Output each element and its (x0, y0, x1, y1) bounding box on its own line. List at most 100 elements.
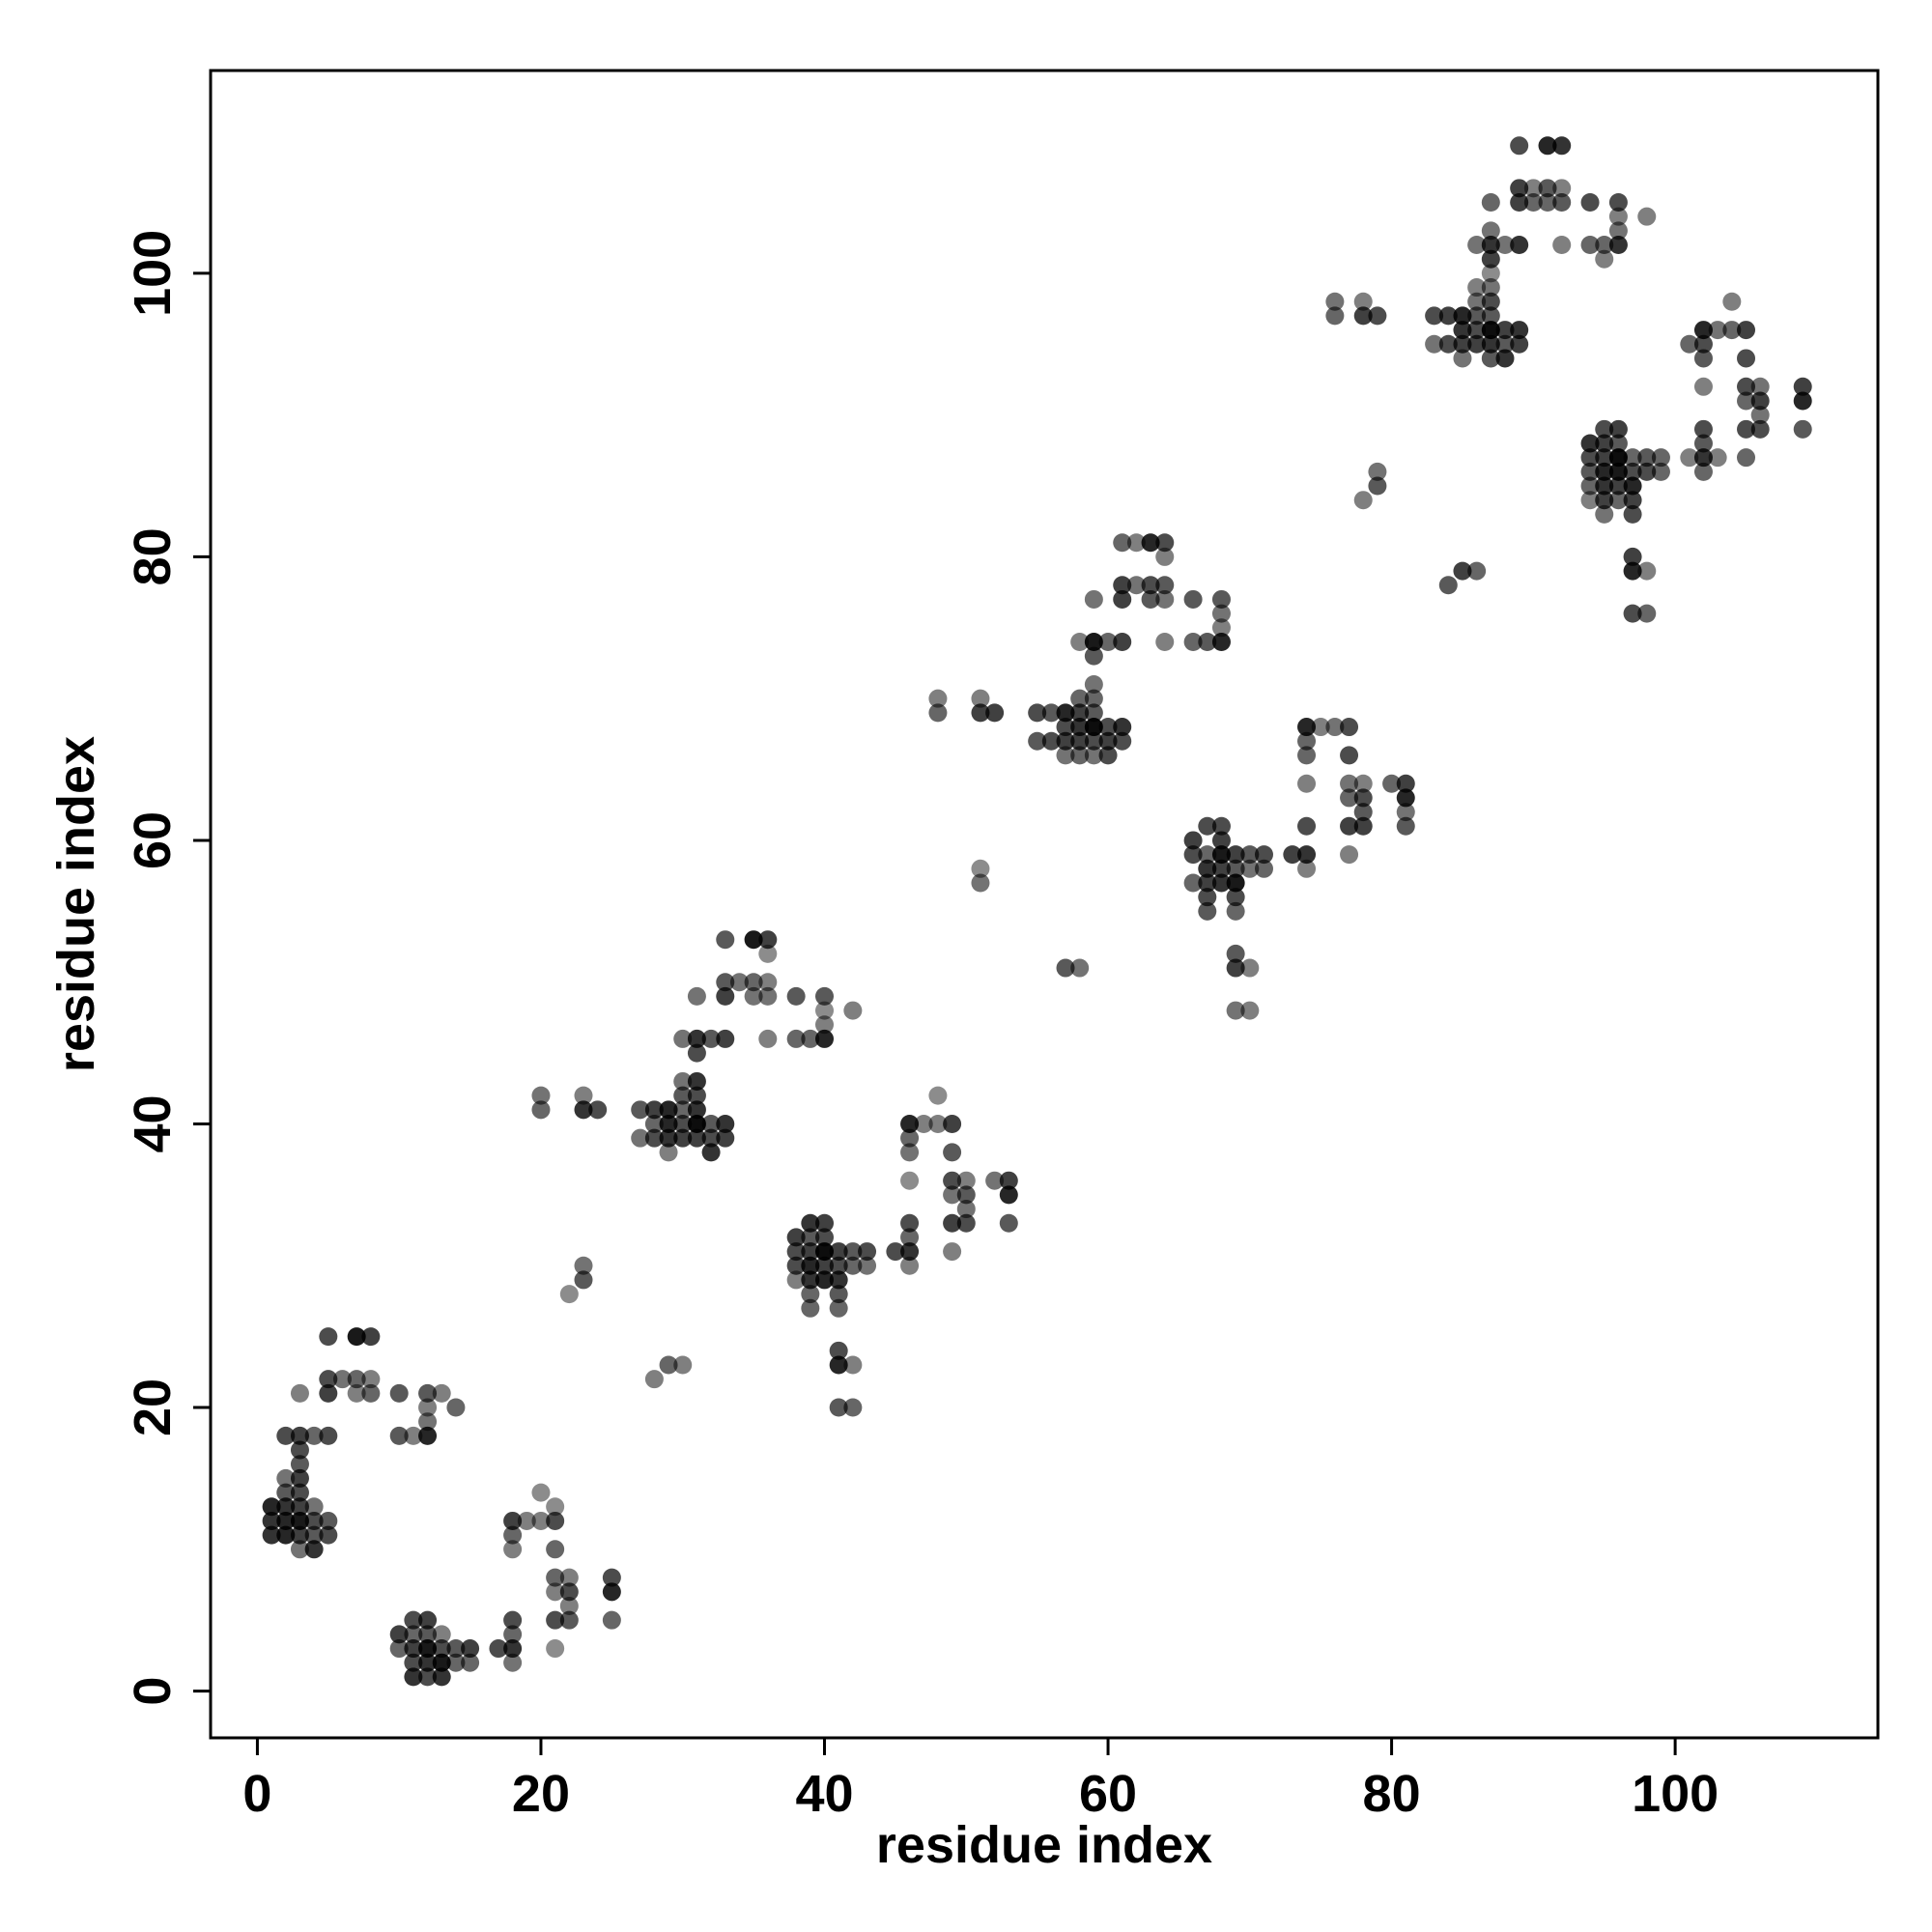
contact-point (1240, 1001, 1260, 1020)
contact-point (1595, 476, 1614, 496)
contact-point (1793, 419, 1812, 439)
contact-point (290, 1511, 309, 1530)
contact-point (1340, 816, 1359, 836)
contact-point (1396, 774, 1415, 793)
contact-point (1297, 774, 1317, 793)
contact-point (1070, 703, 1090, 723)
contact-point (1637, 207, 1657, 226)
y-tick-label: 80 (124, 527, 182, 585)
y-axis: 0 20 40 60 80 100 (124, 230, 213, 1706)
contact-point (1523, 192, 1543, 212)
contact-point (815, 1270, 835, 1290)
contact-point (1608, 434, 1628, 453)
contact-point (503, 1625, 523, 1644)
contact-point (1084, 746, 1103, 765)
contact-point (1552, 179, 1572, 198)
contact-point (1467, 292, 1487, 311)
x-tick-label: 0 (242, 1765, 271, 1823)
contact-point (1198, 888, 1217, 907)
contact-point (900, 1128, 920, 1148)
contact-point (1211, 859, 1231, 878)
contact-point (1580, 491, 1600, 510)
contact-point (290, 1383, 309, 1403)
contact-point (956, 1200, 976, 1219)
contact-point (687, 1128, 706, 1148)
contact-point (1028, 731, 1047, 751)
contact-point (943, 1213, 962, 1233)
contact-point (1297, 816, 1317, 836)
contact-point (673, 1086, 693, 1105)
contact-point (1325, 292, 1345, 311)
contact-point (673, 1355, 693, 1375)
contact-point (1240, 845, 1260, 865)
contact-point (1693, 448, 1713, 468)
contact-point (290, 1468, 309, 1488)
contact-point (1510, 136, 1529, 156)
contact-point (758, 986, 778, 1006)
contact-point (1183, 873, 1203, 893)
contact-point (1608, 221, 1628, 241)
contact-point (1510, 236, 1529, 255)
contact-point (843, 1001, 863, 1020)
contact-point (1226, 958, 1245, 978)
contact-point (1580, 192, 1600, 212)
contact-point (1481, 278, 1500, 298)
contact-point (1580, 476, 1600, 496)
contact-point (418, 1398, 438, 1417)
contact-point (1510, 334, 1529, 354)
contact-point (1693, 321, 1713, 340)
contact-point (1211, 589, 1231, 609)
contact-point (943, 1171, 962, 1190)
contact-point (1141, 589, 1160, 609)
contact-point (574, 1100, 593, 1120)
contact-point (1126, 533, 1146, 553)
contact-point (829, 1298, 848, 1318)
contact-point (404, 1653, 423, 1672)
contact-point (347, 1327, 366, 1347)
contact-point (1623, 462, 1642, 481)
contact-point (1382, 774, 1402, 793)
contact-point (644, 1100, 664, 1120)
contact-point (1254, 859, 1273, 878)
contact-point (758, 930, 778, 950)
contact-point (1113, 576, 1132, 595)
contact-point (1538, 179, 1557, 198)
contact-point (1595, 249, 1614, 269)
contact-point (588, 1100, 608, 1120)
contact-point (546, 1511, 565, 1530)
x-tick-label: 80 (1363, 1765, 1421, 1823)
contact-point (1651, 462, 1670, 481)
contact-point (815, 1015, 835, 1035)
contact-point (1297, 746, 1317, 765)
contact-point (928, 703, 948, 723)
contact-point (1155, 547, 1175, 566)
contact-point (1467, 561, 1487, 581)
contact-point (687, 986, 706, 1006)
contact-point (999, 1213, 1018, 1233)
contact-point (1453, 321, 1472, 340)
contact-point (1552, 136, 1572, 156)
contact-point (900, 1143, 920, 1162)
contact-point (1693, 349, 1713, 368)
contact-point (517, 1511, 536, 1530)
contact-point (418, 1412, 438, 1432)
contact-point (1084, 589, 1103, 609)
contact-point (1608, 448, 1628, 468)
contact-point (815, 986, 835, 1006)
contact-point (786, 986, 806, 1006)
contact-point (262, 1511, 281, 1530)
contact-point (1226, 845, 1245, 865)
contact-point (956, 1171, 976, 1190)
contact-point (900, 1114, 920, 1133)
contact-point (786, 1256, 806, 1275)
contact-point (1467, 321, 1487, 340)
contact-point (1481, 334, 1500, 354)
contact-point (1070, 632, 1090, 651)
contact-point (574, 1270, 593, 1290)
contact-point (701, 1143, 721, 1162)
contact-point (956, 1213, 976, 1233)
contact-point (319, 1370, 338, 1389)
contact-point (673, 1029, 693, 1048)
contact-point (1538, 192, 1557, 212)
contact-point (531, 1086, 551, 1105)
